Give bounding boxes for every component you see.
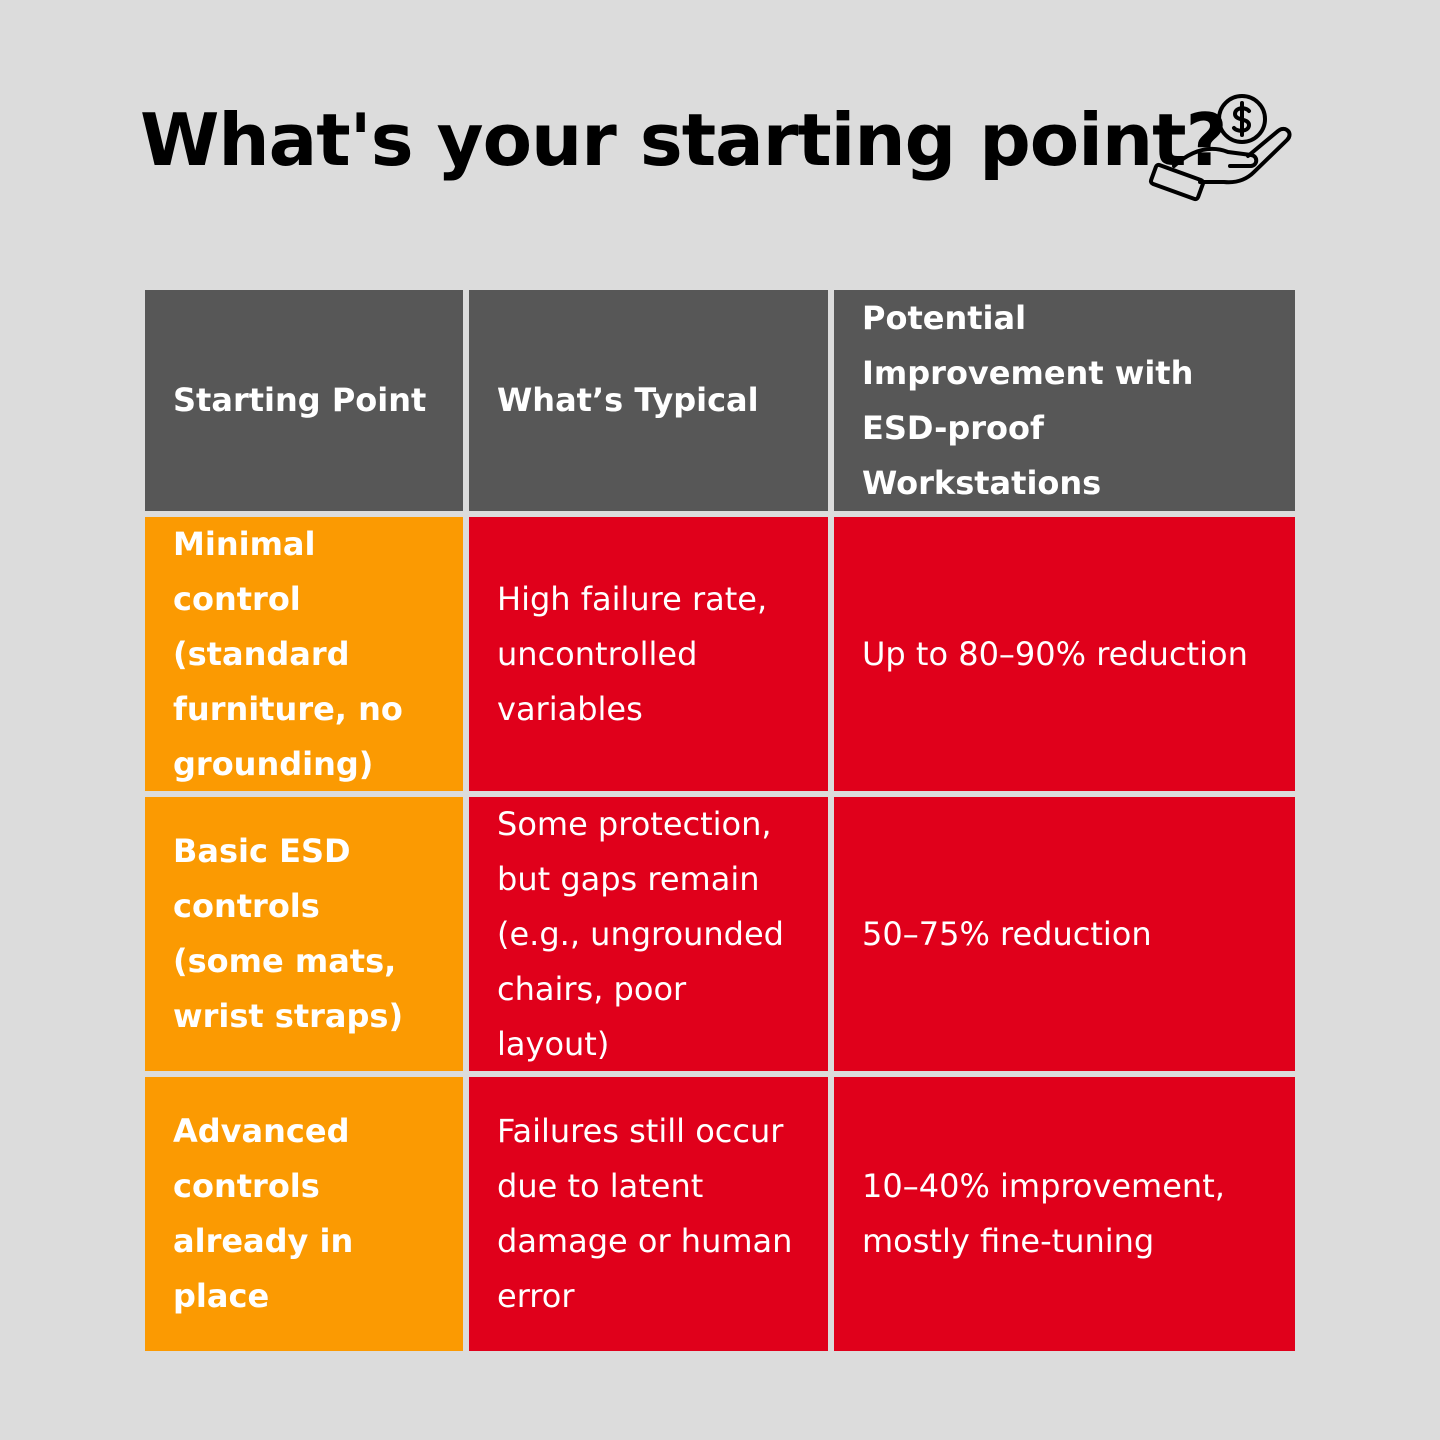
- row-1-starting-point: Minimal control (standard furniture, no …: [145, 517, 463, 791]
- row-3-starting-point: Advanced controls already in place: [145, 1077, 463, 1351]
- header-whats-typical: What’s Typical: [469, 290, 828, 511]
- hand-holding-dollar-icon: [1148, 94, 1292, 202]
- page-title: What's your starting point?: [140, 98, 1227, 182]
- row-3-typical: Failures still occur due to latent damag…: [469, 1077, 828, 1351]
- header-starting-point: Starting Point: [145, 290, 463, 511]
- row-1-typical: High failure rate, uncontrolled variable…: [469, 517, 828, 791]
- row-2-improvement: 50–75% reduction: [834, 797, 1295, 1071]
- row-2-starting-point: Basic ESD controls (some mats, wrist str…: [145, 797, 463, 1071]
- row-2-typical: Some protection, but gaps remain (e.g., …: [469, 797, 828, 1071]
- starting-point-table: Starting Point What’s Typical Potential …: [145, 290, 1295, 1351]
- header-potential-improvement: Potential Improvement with ESD-proof Wor…: [834, 290, 1295, 511]
- row-1-improvement: Up to 80–90% reduction: [834, 517, 1295, 791]
- row-3-improvement: 10–40% improvement, mostly fine-tuning: [834, 1077, 1295, 1351]
